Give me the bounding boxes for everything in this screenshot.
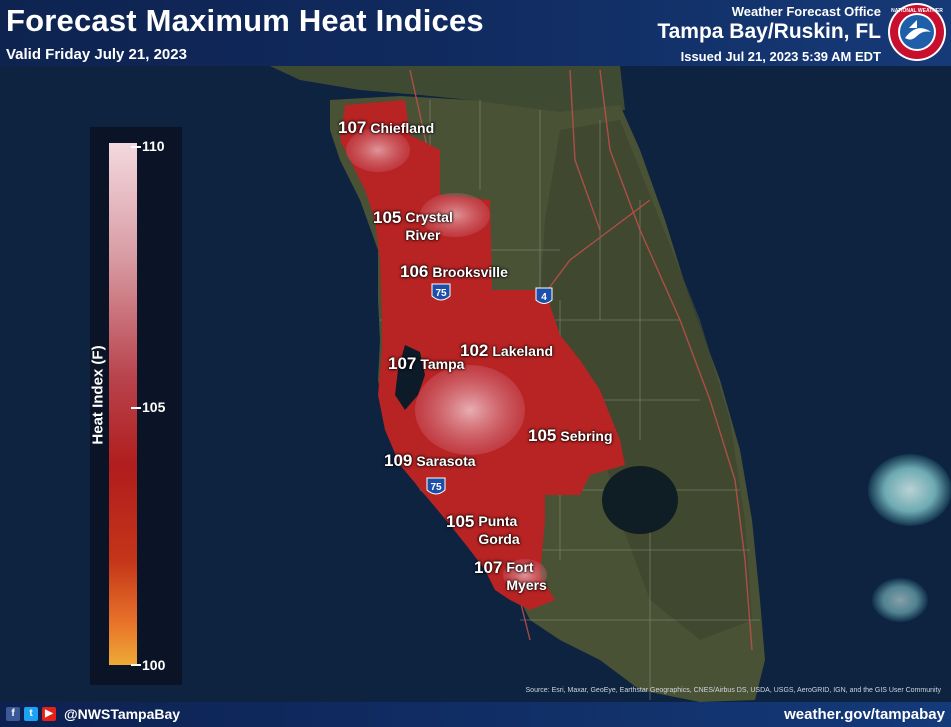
valid-date: Valid Friday July 21, 2023 — [6, 46, 187, 63]
office-label: Weather Forecast Office — [731, 4, 881, 19]
legend-tick-105 — [131, 407, 141, 409]
svg-text:4: 4 — [541, 292, 547, 303]
legend-max-label: 110 — [142, 138, 165, 154]
city-label-sebring: 105 Sebring — [528, 426, 613, 445]
city-label-crystal-river: 105 Crystal River — [373, 208, 453, 243]
website-link[interactable]: weather.gov/tampabay — [784, 706, 945, 723]
city-label-fort-myers: 107 Fort Myers — [474, 558, 547, 593]
heat-pink-crystal-river — [420, 193, 490, 237]
city-label-punta-gorda: 105 Punta Gorda — [446, 512, 520, 547]
tampa-bay-water — [395, 345, 425, 410]
lake-okeechobee — [602, 466, 678, 534]
city-label-brooksville: 106 Brooksville — [400, 262, 508, 281]
city-label-chiefland: 107 Chiefland — [338, 118, 435, 137]
footer-bar: f t ▶ @NWSTampaBay weather.gov/tampabay — [0, 702, 951, 727]
twitter-icon[interactable]: t — [24, 707, 38, 721]
header-banner: Forecast Maximum Heat Indices Valid Frid… — [0, 0, 951, 66]
legend-min-label: 100 — [142, 657, 166, 673]
bahamas-shoal — [868, 454, 951, 526]
heat-pink-chiefland — [346, 128, 410, 172]
legend-tick-100 — [131, 664, 141, 666]
office-name: Tampa Bay/Ruskin, FL — [657, 20, 881, 43]
interstate-shield-75-south: 75 — [426, 477, 446, 495]
legend-mid-label: 105 — [142, 399, 166, 415]
heat-pink-fort-myers — [503, 559, 547, 591]
svg-text:75: 75 — [430, 482, 442, 493]
map-source-credit: Source: Esri, Maxar, GeoEye, Earthstar G… — [525, 687, 941, 694]
youtube-icon[interactable]: ▶ — [42, 707, 56, 721]
interstate-shield-75-north: 75 — [431, 283, 451, 301]
land-panhandle — [270, 66, 625, 115]
issued-time: Issued Jul 21, 2023 5:39 AM EDT — [680, 49, 881, 64]
legend-color-bar — [109, 143, 137, 665]
nws-logo-text: NATIONAL WEATHER — [891, 8, 943, 14]
heat-index-shading — [340, 100, 625, 610]
bahamas-shoal-2 — [872, 578, 928, 622]
city-label-lakeland: 102 Lakeland — [460, 341, 554, 360]
legend-tick-110 — [131, 146, 141, 148]
heat-pink-sarasota — [415, 365, 525, 455]
land-texture — [540, 120, 752, 640]
social-handle[interactable]: @NWSTampaBay — [64, 706, 181, 722]
svg-text:75: 75 — [435, 288, 447, 299]
city-label-sarasota: 109 Sarasota — [384, 451, 476, 470]
facebook-icon[interactable]: f — [6, 707, 20, 721]
map-title: Forecast Maximum Heat Indices — [6, 3, 484, 38]
interstate-shield-4: 4 — [535, 287, 553, 304]
nws-logo-icon: NATIONAL WEATHER — [888, 3, 946, 61]
city-label-tampa: 107 Tampa — [388, 354, 465, 373]
